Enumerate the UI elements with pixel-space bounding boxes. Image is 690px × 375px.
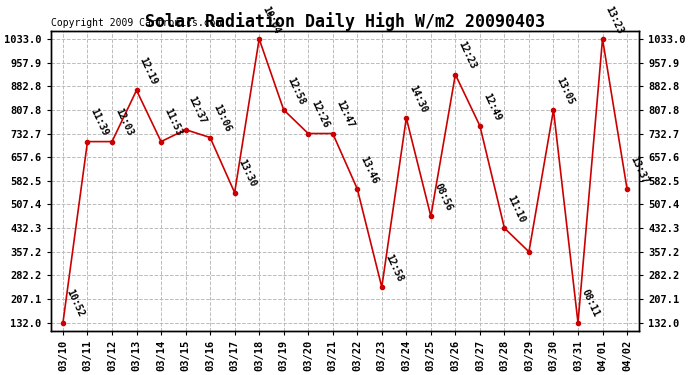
Text: 12:47: 12:47 [334, 99, 355, 130]
Text: 10:04: 10:04 [260, 4, 282, 35]
Text: 12:23: 12:23 [457, 40, 478, 71]
Text: 12:26: 12:26 [309, 99, 331, 130]
Text: 13:37: 13:37 [629, 154, 650, 185]
Text: 12:58: 12:58 [285, 75, 306, 106]
Text: 13:46: 13:46 [359, 154, 380, 185]
Text: 11:39: 11:39 [89, 107, 110, 138]
Text: 11:53: 11:53 [162, 107, 184, 138]
Text: 13:23: 13:23 [604, 4, 625, 35]
Text: 13:05: 13:05 [555, 75, 576, 106]
Text: 12:58: 12:58 [383, 252, 404, 284]
Text: 11:10: 11:10 [506, 194, 527, 224]
Text: 08:11: 08:11 [579, 288, 601, 319]
Title: Solar Radiation Daily High W/m2 20090403: Solar Radiation Daily High W/m2 20090403 [145, 12, 545, 31]
Text: 12:19: 12:19 [138, 56, 159, 87]
Text: 14:30: 14:30 [408, 83, 429, 114]
Text: 12:49: 12:49 [481, 91, 502, 122]
Text: 13:06: 13:06 [211, 103, 233, 134]
Text: 10:52: 10:52 [64, 288, 86, 319]
Text: Copyright 2009 Cartronics.com: Copyright 2009 Cartronics.com [50, 18, 221, 28]
Text: 12:03: 12:03 [113, 107, 135, 138]
Text: 13:30: 13:30 [236, 158, 257, 189]
Text: 12:37: 12:37 [187, 95, 208, 126]
Text: 08:56: 08:56 [432, 182, 453, 213]
